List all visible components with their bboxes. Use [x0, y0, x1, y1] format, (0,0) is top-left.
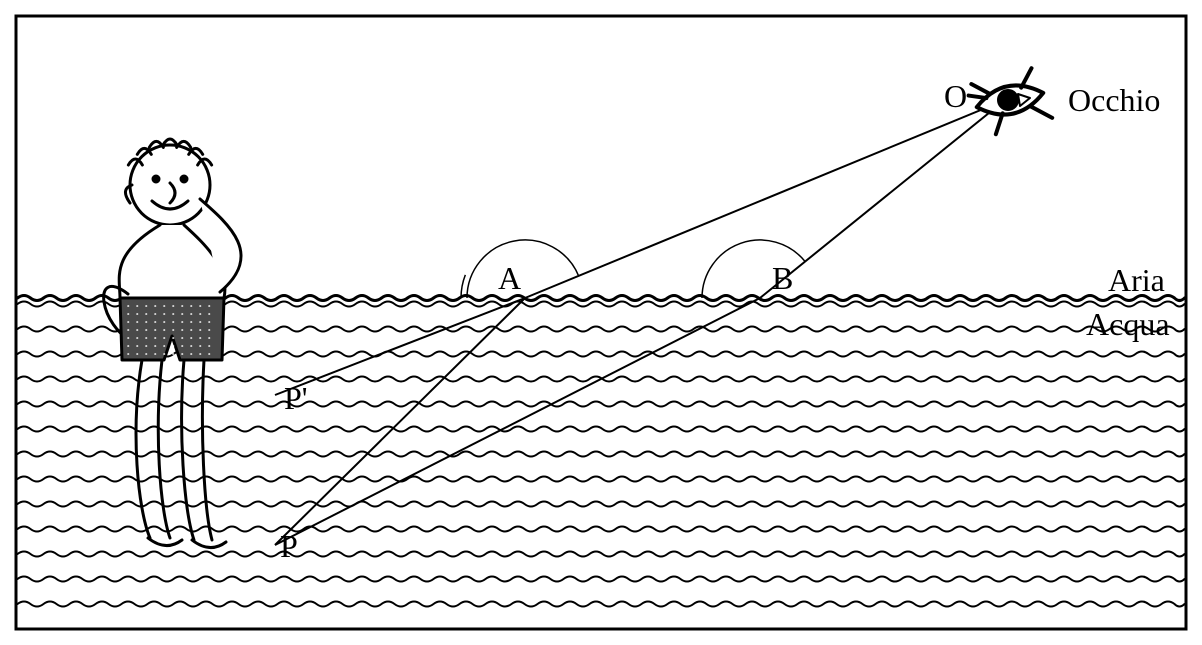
- refraction-diagram: O Occhio A B Aria Acqua P' P: [0, 0, 1202, 645]
- label-Occhio: Occhio: [1068, 82, 1160, 119]
- diagram-svg: [0, 0, 1202, 645]
- label-Aria: Aria: [1108, 262, 1165, 299]
- label-Pprime: P': [284, 380, 308, 417]
- eye-icon: [969, 68, 1053, 134]
- label-A: A: [498, 260, 521, 297]
- label-Acqua: Acqua: [1086, 306, 1170, 343]
- label-O: O: [944, 78, 967, 115]
- label-P: P: [280, 528, 298, 565]
- label-B: B: [772, 260, 793, 297]
